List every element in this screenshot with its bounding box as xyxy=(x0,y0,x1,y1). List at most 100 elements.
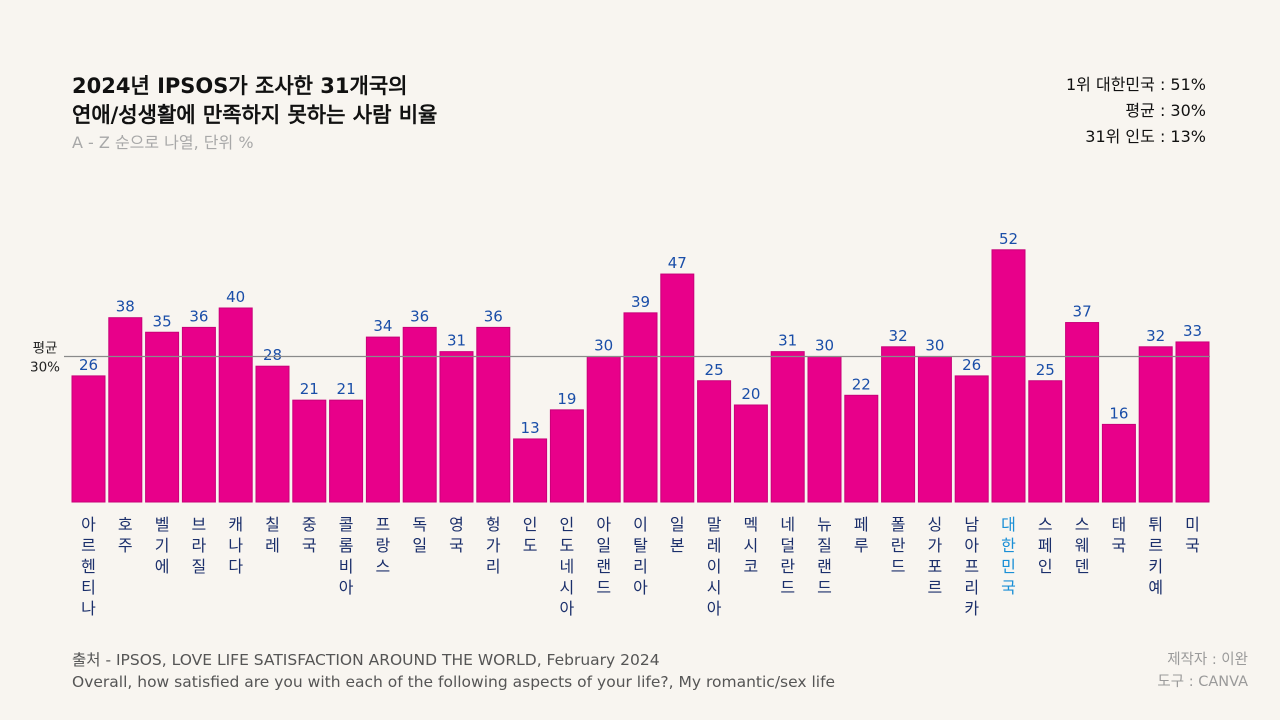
country-label-char: 키 xyxy=(1148,557,1163,576)
country-label-char: 프 xyxy=(964,557,979,576)
value-label: 30 xyxy=(925,337,944,355)
value-label: 36 xyxy=(410,307,429,325)
bar xyxy=(439,351,474,503)
bar xyxy=(1065,322,1100,503)
country-label-char: 페 xyxy=(1038,536,1053,555)
value-label: 32 xyxy=(889,327,908,345)
country-label-char: 레 xyxy=(265,536,280,555)
bar xyxy=(1028,380,1063,503)
bar xyxy=(660,273,695,503)
bar xyxy=(108,317,143,503)
country-label-char: 질 xyxy=(192,557,207,576)
bar xyxy=(476,326,511,503)
bar xyxy=(623,312,658,503)
stat-average: 평균 : 30% xyxy=(1125,101,1206,120)
country-label-char: 뉴 xyxy=(817,515,832,534)
country-label-char: 드 xyxy=(596,578,611,597)
country-label-char: 인 xyxy=(560,515,575,534)
value-label: 26 xyxy=(79,356,98,374)
chart-title: 2024년 IPSOS가 조사한 31개국의 연애/성생활에 만족하지 못하는 … xyxy=(72,72,437,130)
country-label-char: 시 xyxy=(744,536,759,555)
chart-title-line2: 연애/성생활에 만족하지 못하는 사람 비율 xyxy=(72,103,438,127)
country-label-char: 헝 xyxy=(486,515,501,534)
country-label-char: 웨 xyxy=(1075,536,1090,555)
bar xyxy=(402,326,437,503)
country-label-char: 국 xyxy=(302,536,317,555)
bar xyxy=(365,336,400,503)
value-label: 38 xyxy=(116,298,135,316)
bar xyxy=(292,399,327,503)
bar xyxy=(1175,341,1210,503)
country-label-char: 아 xyxy=(596,515,611,534)
value-label: 47 xyxy=(668,254,687,272)
country-label-char: 르 xyxy=(928,578,943,597)
bar xyxy=(181,326,216,503)
value-label: 28 xyxy=(263,346,282,364)
country-label-char: 리 xyxy=(486,557,501,576)
country-label-char: 이 xyxy=(707,557,722,576)
country-label-char: 드 xyxy=(817,578,832,597)
country-label-char: 덴 xyxy=(1075,557,1090,576)
value-label: 36 xyxy=(189,307,208,325)
country-label-char: 르 xyxy=(81,536,96,555)
country-label-char: 아 xyxy=(81,515,96,534)
country-label-char: 레 xyxy=(707,536,722,555)
bar xyxy=(697,380,732,503)
country-label-char: 인 xyxy=(523,515,538,534)
value-label: 32 xyxy=(1146,327,1165,345)
country-label-char: 가 xyxy=(928,536,943,555)
country-label-char: 란 xyxy=(891,536,906,555)
country-label-char: 미 xyxy=(1185,515,1200,534)
country-label-char: 주 xyxy=(118,536,133,555)
value-label: 31 xyxy=(447,332,466,350)
country-label-char: 본 xyxy=(670,536,685,555)
credit-tool: 도구 : CANVA xyxy=(1157,674,1248,690)
country-label-char: 튀 xyxy=(1148,515,1163,534)
bar xyxy=(145,331,180,503)
bar xyxy=(586,356,621,503)
country-label-char: 비 xyxy=(339,557,354,576)
country-label-char: 네 xyxy=(560,557,575,576)
credit-note: 제작자 : 이완 도구 : CANVA xyxy=(1157,649,1248,693)
stat-first: 1위 대한민국 : 51% xyxy=(1066,75,1206,94)
chart-title-line1: 2024년 IPSOS가 조사한 31개국의 xyxy=(72,74,408,98)
value-label: 25 xyxy=(1036,361,1055,379)
average-label: 평균 xyxy=(33,341,58,357)
stat-last: 31위 인도 : 13% xyxy=(1085,127,1206,146)
bar xyxy=(770,351,805,503)
country-label-char: 독 xyxy=(412,515,427,534)
bar xyxy=(513,438,548,503)
country-label-char: 브 xyxy=(192,515,207,534)
value-label: 37 xyxy=(1073,303,1092,321)
country-label-char: 티 xyxy=(81,578,96,597)
country-label-char: 시 xyxy=(560,578,575,597)
country-label-char: 태 xyxy=(1112,515,1127,534)
country-label-char: 폴 xyxy=(891,515,906,534)
value-label: 26 xyxy=(962,356,981,374)
bar xyxy=(329,399,364,503)
value-label: 21 xyxy=(337,380,356,398)
bar xyxy=(807,356,842,503)
value-label: 36 xyxy=(484,307,503,325)
country-label-char: 국 xyxy=(1001,578,1016,597)
value-label: 21 xyxy=(300,380,319,398)
bar xyxy=(844,394,879,503)
value-label: 31 xyxy=(778,332,797,350)
country-label-char: 싱 xyxy=(928,515,943,534)
country-label-char: 말 xyxy=(707,515,722,534)
country-label-char: 국 xyxy=(449,536,464,555)
country-label-char: 롬 xyxy=(339,536,354,555)
country-label-char: 아 xyxy=(560,599,575,618)
country-label-char: 도 xyxy=(560,536,575,555)
credit-author: 제작자 : 이완 xyxy=(1167,652,1248,668)
country-label-char: 르 xyxy=(1148,536,1163,555)
country-label-char: 도 xyxy=(523,536,538,555)
source-note: 출처 - IPSOS, LOVE LIFE SATISFACTION AROUN… xyxy=(72,649,835,693)
country-label-char: 드 xyxy=(891,557,906,576)
country-label-char: 다 xyxy=(228,557,243,576)
value-label: 13 xyxy=(521,419,540,437)
value-label: 40 xyxy=(226,288,245,306)
country-label-char: 랜 xyxy=(596,557,611,576)
country-label-char: 아 xyxy=(964,536,979,555)
country-label-char: 아 xyxy=(339,578,354,597)
